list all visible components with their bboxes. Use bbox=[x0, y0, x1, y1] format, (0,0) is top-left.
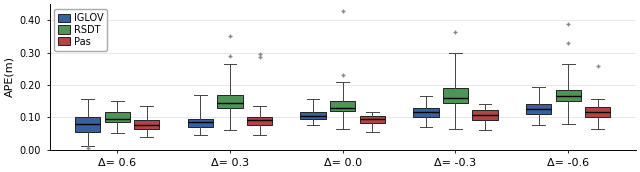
PathPatch shape bbox=[75, 117, 100, 132]
PathPatch shape bbox=[188, 119, 213, 127]
PathPatch shape bbox=[134, 120, 159, 128]
PathPatch shape bbox=[104, 112, 130, 122]
PathPatch shape bbox=[300, 112, 326, 119]
PathPatch shape bbox=[360, 116, 385, 123]
PathPatch shape bbox=[526, 104, 551, 114]
PathPatch shape bbox=[217, 95, 243, 108]
PathPatch shape bbox=[330, 101, 355, 111]
PathPatch shape bbox=[413, 108, 438, 117]
PathPatch shape bbox=[247, 117, 272, 125]
PathPatch shape bbox=[443, 88, 468, 103]
PathPatch shape bbox=[556, 90, 581, 101]
Y-axis label: APE(m): APE(m) bbox=[4, 56, 14, 97]
PathPatch shape bbox=[585, 107, 611, 117]
PathPatch shape bbox=[472, 110, 498, 120]
Legend: IGLOV, RSDT, Pas: IGLOV, RSDT, Pas bbox=[54, 9, 108, 51]
